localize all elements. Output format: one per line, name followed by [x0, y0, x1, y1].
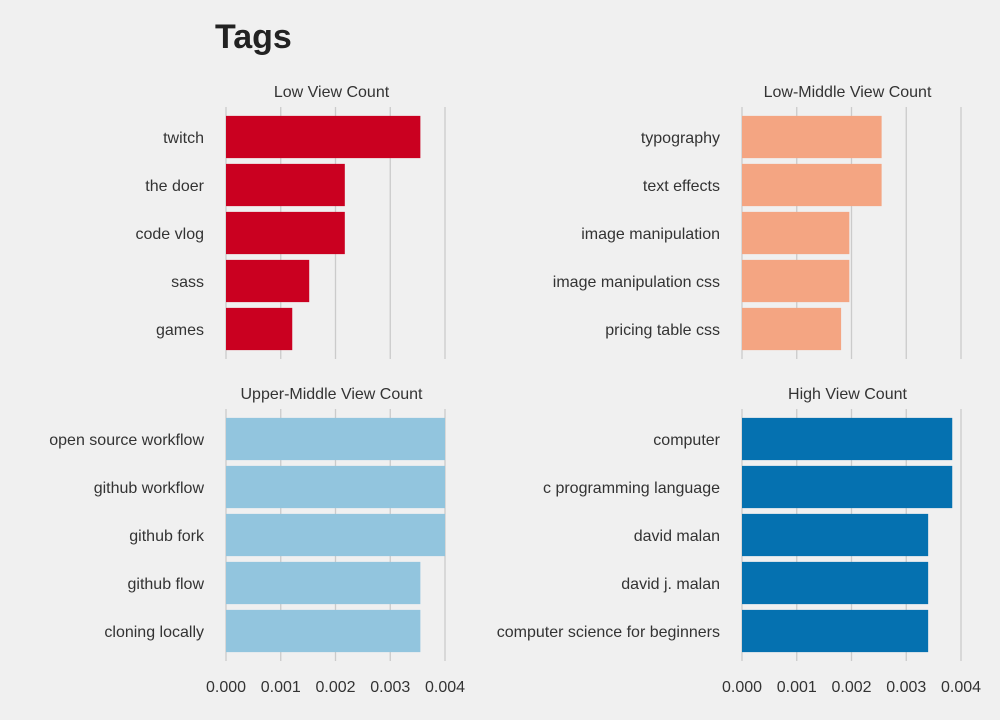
- category-label: image manipulation css: [553, 274, 720, 291]
- panel-title: Upper-Middle View Count: [240, 386, 423, 403]
- category-label: image manipulation: [581, 226, 720, 243]
- bar: [226, 163, 345, 207]
- bar: [226, 417, 445, 461]
- x-tick-label: 0.004: [941, 679, 981, 696]
- bar: [226, 307, 293, 351]
- category-label: open source workflow: [49, 432, 204, 449]
- x-tick-label: 0.001: [261, 679, 301, 696]
- category-label: games: [156, 322, 204, 339]
- bar: [742, 307, 842, 351]
- category-label: github fork: [129, 528, 205, 545]
- x-tick-label: 0.004: [425, 679, 465, 696]
- x-tick-label: 0.001: [777, 679, 817, 696]
- bar: [226, 513, 445, 557]
- bar: [226, 115, 421, 159]
- category-label: github workflow: [94, 480, 205, 497]
- bar: [742, 211, 850, 255]
- x-tick-label: 0.003: [370, 679, 410, 696]
- category-label: typography: [641, 130, 720, 147]
- bar: [742, 609, 929, 653]
- category-label: sass: [171, 274, 204, 291]
- bar: [742, 259, 850, 303]
- category-label: the doer: [145, 178, 204, 195]
- x-tick-label: 0.002: [831, 679, 871, 696]
- bar: [226, 211, 345, 255]
- x-tick-label: 0.002: [315, 679, 355, 696]
- bar: [742, 163, 882, 207]
- bar: [742, 561, 929, 605]
- bar: [742, 513, 929, 557]
- bar: [226, 561, 421, 605]
- panel-title: Low View Count: [274, 84, 390, 101]
- category-label: cloning locally: [104, 624, 204, 641]
- x-tick-label: 0.000: [722, 679, 762, 696]
- bar: [742, 115, 882, 159]
- category-label: github flow: [128, 576, 205, 593]
- category-label: twitch: [163, 130, 204, 147]
- x-tick-label: 0.003: [886, 679, 926, 696]
- bar: [742, 465, 953, 509]
- category-label: pricing table css: [605, 322, 720, 339]
- category-label: code vlog: [136, 226, 205, 243]
- bar: [226, 609, 421, 653]
- category-label: computer: [653, 432, 720, 449]
- panel-title: Low-Middle View Count: [764, 84, 932, 101]
- category-label: computer science for beginners: [497, 624, 720, 641]
- x-tick-label: 0.000: [206, 679, 246, 696]
- bar: [226, 259, 310, 303]
- category-label: text effects: [643, 178, 720, 195]
- category-label: c programming language: [543, 480, 720, 497]
- category-label: david malan: [634, 528, 720, 545]
- category-label: david j. malan: [621, 576, 720, 593]
- bar: [226, 465, 445, 509]
- bar: [742, 417, 953, 461]
- chart-title: Tags: [215, 18, 292, 56]
- panel-title: High View Count: [788, 386, 907, 403]
